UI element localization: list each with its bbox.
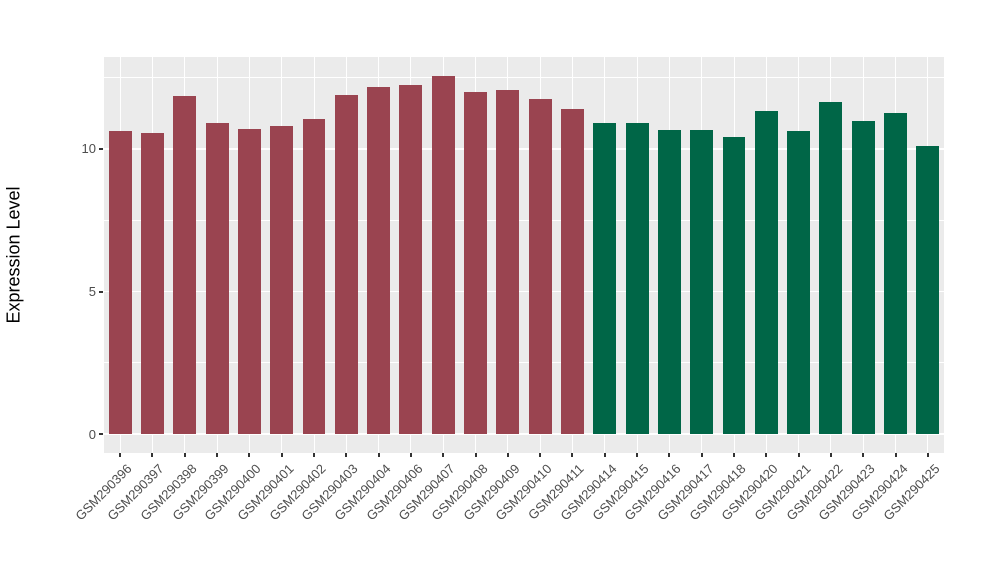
bar-GSM290411 [560, 108, 584, 435]
bar-GSM290406 [399, 84, 423, 435]
x-tick-mark-GSM290416 [668, 453, 671, 457]
bar-GSM290414 [593, 122, 617, 435]
x-tick-mark-GSM290399 [216, 453, 219, 457]
bar-GSM290421 [787, 131, 811, 435]
bar-GSM290416 [657, 129, 681, 435]
bar-GSM290420 [754, 110, 778, 435]
bar-GSM290403 [334, 95, 358, 435]
x-tick-mark-GSM290403 [345, 453, 348, 457]
x-tick-mark-GSM290406 [409, 453, 412, 457]
x-tick-mark-GSM290424 [894, 453, 897, 457]
bar-GSM290424 [884, 112, 907, 435]
bar-GSM290396 [108, 130, 132, 435]
gridline-minor-y-7.5 [104, 219, 944, 221]
y-tick-label-10: 10 [81, 141, 96, 157]
y-axis-title: Expression Level [3, 186, 24, 324]
gridline-major-y-5 [104, 290, 944, 293]
bar-GSM290418 [722, 136, 746, 435]
x-tick-mark-GSM290422 [829, 453, 832, 457]
gridline-major-y-0 [104, 433, 944, 435]
gridline-minor-y-12.5 [104, 77, 944, 79]
bar-GSM290398 [173, 95, 197, 435]
x-tick-mark-GSM290404 [377, 453, 380, 457]
x-tick-mark-GSM290423 [862, 453, 865, 457]
bar-GSM290401 [270, 126, 294, 435]
plot-panel [104, 57, 944, 453]
x-tick-mark-GSM290421 [797, 453, 800, 457]
y-tick-mark-5 [99, 290, 103, 293]
x-tick-mark-GSM290417 [700, 453, 703, 457]
bar-GSM290425 [916, 146, 940, 435]
x-tick-mark-GSM290407 [442, 453, 445, 457]
y-tick-label-0: 0 [88, 426, 96, 442]
y-tick-mark-10 [99, 147, 103, 150]
gridline-major-y-10 [104, 148, 944, 150]
x-tick-mark-GSM290398 [183, 453, 186, 457]
x-tick-mark-GSM290410 [539, 453, 542, 457]
x-tick-mark-GSM290402 [313, 453, 315, 457]
bar-GSM290415 [625, 123, 649, 435]
x-tick-mark-GSM290397 [151, 453, 154, 457]
x-tick-mark-GSM290401 [280, 453, 283, 457]
bar-GSM290399 [205, 122, 229, 435]
x-tick-mark-GSM290425 [926, 453, 929, 457]
bar-GSM290422 [819, 101, 843, 435]
bar-GSM290402 [302, 119, 326, 435]
x-tick-mark-GSM290400 [248, 453, 251, 457]
bar-GSM290409 [496, 90, 520, 435]
y-tick-label-5: 5 [88, 284, 96, 300]
gridline-minor-y-2.5 [104, 362, 944, 364]
x-tick-mark-GSM290420 [765, 453, 768, 457]
y-tick-mark-0 [99, 433, 103, 436]
x-tick-mark-GSM290409 [506, 453, 509, 457]
bar-GSM290410 [528, 99, 552, 435]
bar-GSM290407 [431, 75, 455, 435]
bar-GSM290404 [367, 86, 391, 435]
bar-GSM290417 [690, 129, 714, 435]
x-tick-mark-GSM290396 [119, 453, 122, 457]
bar-GSM290408 [464, 91, 487, 435]
bar-GSM290423 [851, 120, 875, 435]
x-tick-mark-GSM290418 [733, 453, 735, 457]
x-tick-mark-GSM290408 [474, 453, 477, 457]
x-tick-mark-GSM290414 [603, 453, 606, 457]
x-tick-mark-GSM290415 [636, 453, 639, 457]
x-tick-mark-GSM290411 [571, 453, 574, 457]
bar-GSM290400 [237, 128, 261, 435]
bar-GSM290397 [140, 132, 164, 435]
